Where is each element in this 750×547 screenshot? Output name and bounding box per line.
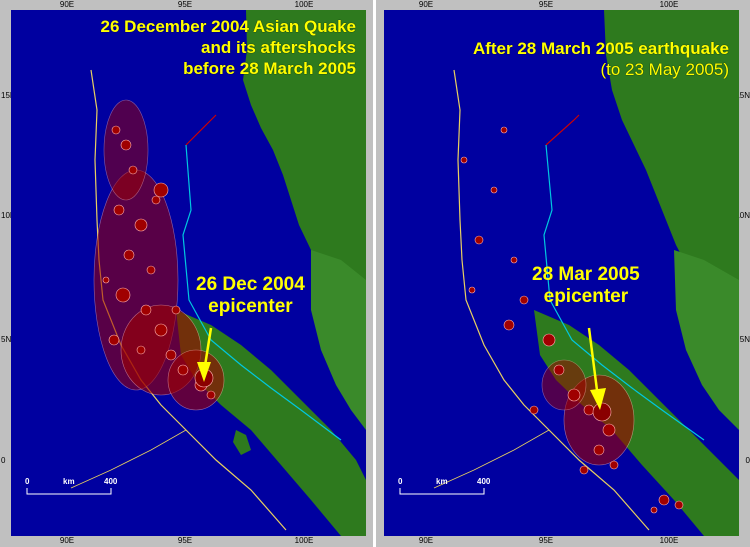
map-canvas-left: 26 December 2004 Asian Quake and its aft…: [11, 10, 366, 536]
left-epicenter-annotation: 26 Dec 2004 epicenter: [196, 274, 305, 318]
left-annotation-line-2: epicenter: [208, 296, 293, 317]
land-malay: [311, 250, 366, 430]
scale-bar-right: [399, 488, 485, 495]
land-mainland: [243, 10, 366, 310]
left-title: 26 December 2004 Asian Quake and its aft…: [101, 16, 356, 79]
lon-label-90e-bottom: 90E: [59, 536, 75, 545]
map-canvas-right: After 28 March 2005 earthquake (to 23 Ma…: [384, 10, 739, 536]
lon-label-100e-r-bottom: 100E: [659, 536, 679, 545]
plate-boundary-red: [185, 114, 217, 146]
land-small-island: [233, 430, 251, 455]
lat-label-15n-r: 15N: [735, 91, 750, 100]
lon-label-95e: 95E: [177, 0, 193, 9]
plate-boundary-cyan: [182, 144, 342, 441]
panel-divider: [373, 0, 376, 547]
left-annotation-line-1: 26 Dec 2004: [196, 274, 305, 295]
right-subtitle: (to 23 May 2005): [600, 60, 729, 79]
lat-label-10n-r: 10N: [735, 211, 750, 220]
right-epicenter-annotation: 28 Mar 2005 epicenter: [532, 264, 640, 308]
lon-label-100e-bottom: 100E: [294, 536, 314, 545]
right-annotation-line-2: epicenter: [543, 286, 629, 307]
lat-label-5n: 5N: [1, 335, 12, 344]
plate-boundary-red-r: [545, 114, 580, 146]
left-title-line-2: and its aftershocks: [201, 38, 356, 57]
lon-label-90e-r-bottom: 90E: [418, 536, 434, 545]
land-sumatra-r: [534, 310, 739, 536]
right-annotation-line-1: 28 Mar 2005: [532, 264, 640, 285]
scale-unit-left: km: [63, 477, 75, 486]
scale-start-left: 0: [25, 477, 30, 486]
right-title: After 28 March 2005 earthquake (to 23 Ma…: [473, 38, 729, 80]
scale-bar-left: [26, 488, 112, 495]
lon-label-100e: 100E: [294, 0, 314, 9]
epicenter-arrowhead-right: [590, 388, 606, 410]
lat-label-0: 0: [1, 456, 6, 465]
trench-line-secondary: [70, 429, 187, 489]
land-mainland-r: [604, 10, 739, 310]
map-svg-left: [26, 10, 366, 536]
aftershock-cluster-right: [460, 126, 684, 514]
lon-label-95e-r: 95E: [538, 0, 554, 9]
left-title-line-3: before 28 March 2005: [183, 59, 356, 78]
lon-label-90e-r: 90E: [418, 0, 434, 9]
land-malay-r: [674, 250, 739, 430]
lat-label-10n: 10N: [1, 211, 16, 220]
epicenter-arrowhead-left: [197, 362, 211, 382]
right-map-panel: 90E 95E 100E 90E 95E 100E 15N 10N 5N 0: [376, 0, 750, 547]
lon-label-95e-bottom: 95E: [177, 536, 193, 545]
right-title-line-1: After 28 March 2005 earthquake: [472, 39, 729, 58]
aftershock-cluster-left: [93, 99, 225, 411]
scale-unit-right: km: [436, 477, 448, 486]
land-sumatra: [176, 310, 366, 536]
lon-label-95e-r-bottom: 95E: [538, 536, 554, 545]
left-title-line-1: 26 December 2004 Asian Quake: [100, 17, 356, 36]
lat-label-0-r: 0: [745, 456, 750, 465]
lat-label-5n-r: 5N: [739, 335, 750, 344]
epicenter-arrow-right: [587, 327, 600, 399]
map-svg-right: [399, 10, 739, 536]
left-map-panel: 90E 95E 100E 90E 95E 100E 15N 10N 5N 0: [0, 0, 373, 547]
trench-line-r: [453, 69, 650, 531]
lon-label-90e: 90E: [59, 0, 75, 9]
scale-start-right: 0: [398, 477, 403, 486]
scale-end-left: 400: [104, 477, 118, 486]
plate-boundary-cyan-r: [543, 144, 705, 441]
lon-label-100e-r: 100E: [659, 0, 679, 9]
lat-label-15n: 15N: [1, 91, 16, 100]
trench-line-secondary-r: [433, 429, 550, 489]
scale-end-right: 400: [477, 477, 491, 486]
